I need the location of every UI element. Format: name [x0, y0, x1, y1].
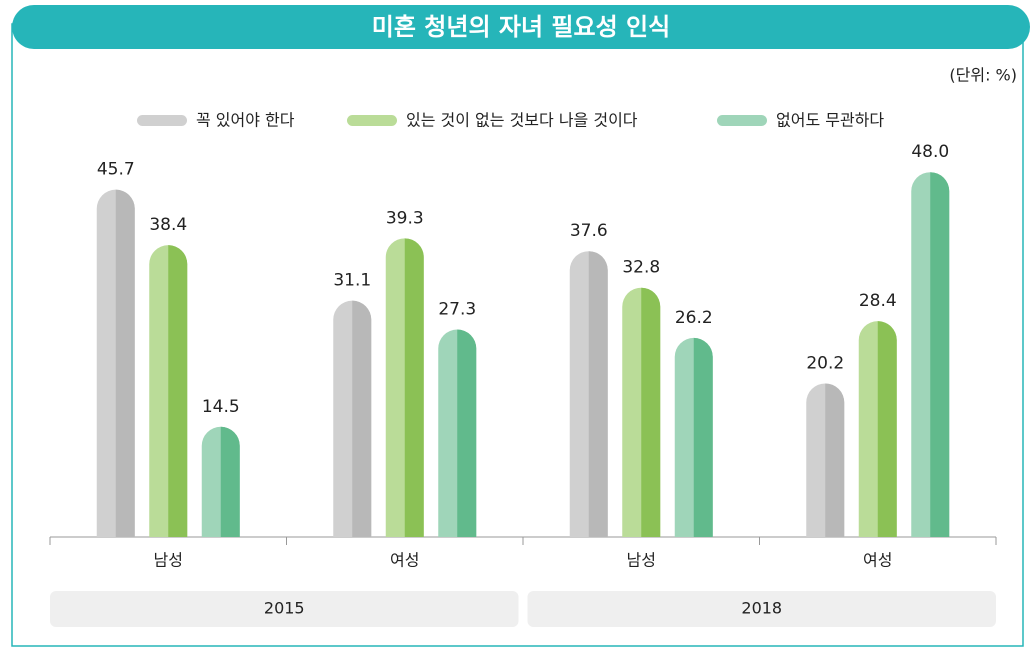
x-tick-label: 여성	[863, 551, 892, 570]
legend-label: 꼭 있어야 한다	[196, 111, 295, 130]
legend-swatch	[717, 115, 767, 126]
value-label: 32.8	[622, 258, 660, 278]
bar-shade	[352, 300, 372, 537]
legend-label: 있는 것이 없는 것보다 나을 것이다	[406, 111, 638, 130]
bar-shade	[220, 426, 240, 537]
bar-shade	[115, 189, 135, 537]
bar-shade	[641, 287, 661, 537]
bar-shade	[404, 238, 424, 537]
bar-shade	[825, 383, 845, 537]
value-label: 37.6	[570, 221, 608, 241]
value-label: 48.0	[911, 142, 949, 162]
legend-swatch	[137, 115, 187, 126]
legend-label: 없어도 무관하다	[776, 111, 884, 130]
group-box	[527, 591, 996, 627]
bar-shade	[877, 321, 897, 537]
unit-label: (단위: %)	[949, 66, 1017, 85]
value-label: 45.7	[97, 160, 135, 180]
title-banner	[12, 5, 1030, 49]
group-box	[50, 591, 519, 627]
x-tick-label: 남성	[627, 551, 656, 570]
chart-title: 미혼 청년의 자녀 필요성 인식	[372, 13, 670, 41]
value-label: 26.2	[675, 308, 713, 328]
value-label: 20.2	[806, 353, 844, 373]
x-tick-label: 남성	[154, 551, 183, 570]
bar-shade	[168, 245, 188, 537]
group-label: 2018	[741, 599, 782, 618]
bar-shade	[693, 337, 713, 537]
bar-shade	[930, 172, 950, 537]
bar-shade	[588, 251, 608, 538]
bar-shade	[457, 329, 477, 537]
value-label: 14.5	[202, 397, 240, 417]
x-tick-label: 여성	[390, 551, 419, 570]
value-label: 27.3	[438, 300, 476, 320]
value-label: 38.4	[149, 215, 187, 235]
value-label: 39.3	[386, 208, 424, 228]
value-label: 31.1	[333, 271, 371, 291]
value-label: 28.4	[859, 291, 897, 311]
legend-swatch	[347, 115, 397, 126]
group-label: 2015	[264, 599, 305, 618]
